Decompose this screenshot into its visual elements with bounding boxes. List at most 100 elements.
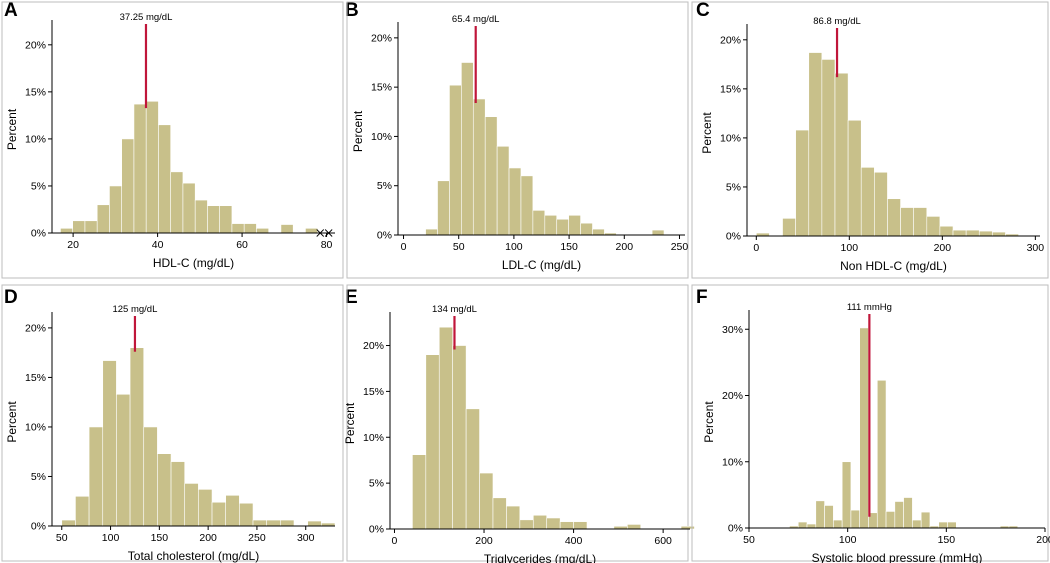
histogram-bar bbox=[158, 124, 171, 234]
histogram-bar bbox=[211, 501, 227, 527]
histogram-bar bbox=[939, 225, 954, 237]
x-tick-label: 200 bbox=[616, 241, 634, 253]
histogram-bar bbox=[102, 360, 117, 527]
histogram-bar bbox=[520, 175, 534, 236]
histogram-bar bbox=[60, 227, 73, 234]
y-axis-title: Percent bbox=[5, 108, 19, 150]
histogram-bar bbox=[568, 214, 581, 236]
y-tick-label: 10% bbox=[720, 132, 741, 144]
histogram-bar bbox=[847, 119, 862, 237]
histogram-bar bbox=[859, 327, 869, 529]
histogram-bar bbox=[479, 472, 494, 530]
x-tick-label: 200 bbox=[475, 535, 493, 547]
histogram-bar bbox=[920, 511, 931, 529]
histogram-bar bbox=[425, 228, 438, 236]
x-tick-label: 20 bbox=[67, 239, 79, 251]
panel-e: E 0% 5% 10% 15% 20% 0 200 400 600 Triglycerides (… bbox=[343, 283, 695, 563]
histogram-bar bbox=[903, 497, 913, 529]
median-label: 111 mmHg bbox=[847, 302, 892, 313]
x-tick-label: 150 bbox=[560, 241, 578, 253]
y-tick-label: 20% bbox=[363, 340, 384, 352]
histogram-bar bbox=[449, 84, 462, 236]
histogram-hdl-c: 0% 5% 10% 15% 20% 20 40 60 80 HDL-C (mg/dL) Percen… bbox=[1, 1, 344, 279]
histogram-bar bbox=[900, 207, 914, 237]
x-tick-label: 250 bbox=[671, 241, 689, 253]
panel-border bbox=[346, 284, 689, 562]
histogram-bar bbox=[627, 524, 642, 530]
y-tick-label: 5% bbox=[31, 471, 46, 483]
x-axis-title: HDL-C (mg/dL) bbox=[153, 256, 234, 270]
y-tick-label: 10% bbox=[371, 131, 392, 143]
x-axis-title: Total cholesterol (mg/dL) bbox=[128, 549, 259, 563]
x-tick-label: 0 bbox=[392, 535, 398, 547]
histogram-bar bbox=[947, 521, 957, 529]
histogram-bar bbox=[121, 138, 135, 234]
x-tick-label: 600 bbox=[654, 535, 672, 547]
histogram-bar bbox=[182, 182, 196, 234]
histogram-bar bbox=[651, 229, 665, 236]
histogram-bar bbox=[452, 345, 467, 530]
x-tick-label: 50 bbox=[56, 532, 68, 544]
histogram-bar bbox=[795, 129, 810, 237]
histogram-bar bbox=[912, 519, 922, 529]
panel-b: B 0% 5% 10% 15% 20% 0 50 100 150 200 250 LDL-C (mg/… bbox=[345, 0, 690, 280]
histogram-bar bbox=[484, 116, 498, 236]
y-tick-label: 10% bbox=[25, 133, 46, 145]
y-axis-title: Percent bbox=[343, 402, 357, 444]
histogram-bar bbox=[239, 502, 254, 527]
histogram-bar bbox=[506, 505, 521, 530]
x-tick-label: 100 bbox=[102, 532, 120, 544]
histogram-bar bbox=[808, 52, 823, 237]
y-tick-label: 15% bbox=[25, 86, 46, 98]
histogram-bar bbox=[580, 222, 593, 236]
y-tick-label: 20% bbox=[720, 34, 741, 46]
histogram-bar bbox=[519, 519, 534, 530]
histogram-bar bbox=[256, 227, 269, 234]
histogram-total-cholesterol: 0% 5% 10% 15% 20% 50 100 150 200 250 300 Total chol… bbox=[1, 284, 344, 563]
histogram-bar bbox=[145, 100, 159, 234]
histogram-bar bbox=[437, 180, 450, 236]
x-tick-label: 60 bbox=[236, 239, 248, 251]
x-tick-label: 300 bbox=[297, 532, 315, 544]
histogram-bar bbox=[75, 495, 90, 527]
panel-border bbox=[346, 1, 689, 279]
panel-letter-a: A bbox=[4, 0, 18, 21]
panel-letter-d: D bbox=[4, 287, 18, 308]
x-tick-label: 200 bbox=[199, 532, 217, 544]
x-tick-label: 100 bbox=[505, 241, 523, 253]
y-tick-label: 20% bbox=[722, 390, 743, 402]
histogram-bar bbox=[72, 220, 86, 234]
histogram-bar bbox=[129, 347, 145, 527]
histogram-bar bbox=[556, 218, 569, 236]
histogram-bar bbox=[157, 453, 172, 527]
y-axis-title: Percent bbox=[5, 401, 19, 443]
histogram-bar bbox=[592, 228, 605, 236]
histogram-bar bbox=[894, 501, 904, 529]
histogram-bar bbox=[170, 171, 184, 234]
histogram-bar bbox=[412, 454, 427, 530]
x-tick-label: 0 bbox=[753, 242, 759, 254]
y-axis-title: Percent bbox=[702, 401, 716, 443]
histogram-bar bbox=[266, 519, 281, 527]
y-axis-title: Percent bbox=[351, 110, 365, 152]
histogram-bar bbox=[305, 227, 318, 234]
y-tick-label: 0% bbox=[377, 230, 392, 242]
y-tick-label: 30% bbox=[722, 324, 743, 336]
histogram-bar bbox=[992, 231, 1006, 237]
panel-border bbox=[1, 1, 344, 279]
histogram-bar bbox=[841, 461, 852, 529]
panel-a: A 0% 5% 10% 15% 20% 20 40 60 80 HDL-C (mg/dL) Perc… bbox=[0, 0, 345, 280]
histogram-bar bbox=[133, 103, 147, 234]
y-tick-label: 20% bbox=[371, 32, 392, 44]
x-axis-title: LDL-C (mg/dL) bbox=[502, 258, 581, 272]
histogram-bar bbox=[834, 72, 849, 237]
histogram-bar bbox=[860, 167, 875, 237]
histogram-bar bbox=[207, 205, 220, 234]
y-tick-label: 0% bbox=[728, 523, 743, 535]
y-tick-label: 0% bbox=[31, 228, 46, 240]
histogram-bar bbox=[116, 393, 131, 527]
histogram-bar bbox=[461, 62, 474, 236]
panel-c: C 0% 5% 10% 15% 20% 0 100 200 300 Non HDL-C (mg/d… bbox=[690, 0, 1050, 280]
histogram-bar bbox=[874, 171, 888, 237]
panel-letter-f: F bbox=[696, 287, 708, 308]
